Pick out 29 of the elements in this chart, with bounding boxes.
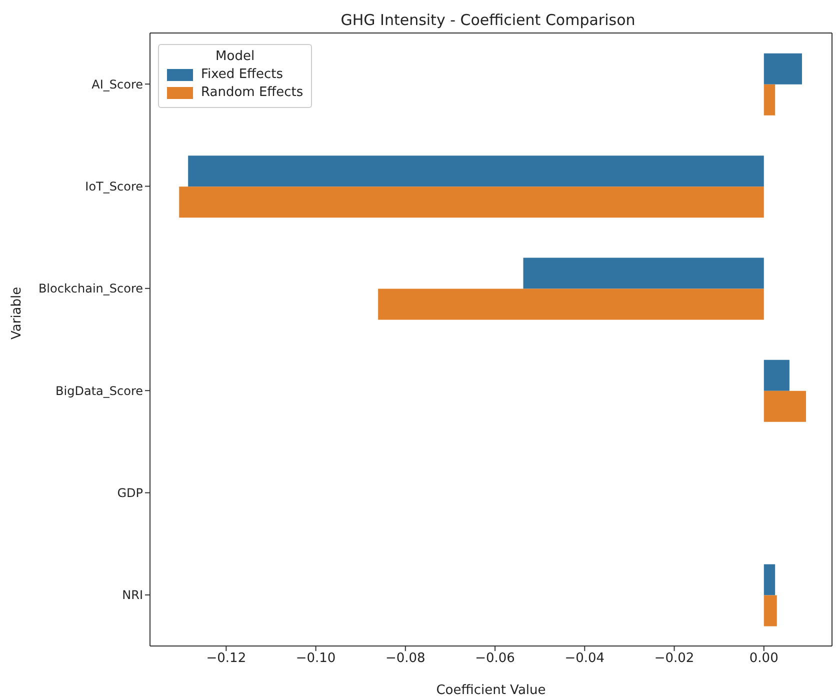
legend-title: Model	[214, 49, 256, 64]
x-tick-label: −0.10	[296, 651, 336, 666]
bar	[764, 84, 776, 116]
bar	[764, 564, 776, 596]
bar	[188, 156, 764, 187]
x-tick-label: −0.04	[564, 651, 605, 666]
legend-label: Random Effects	[201, 85, 304, 100]
bar	[523, 258, 764, 289]
x-tick-label: −0.06	[475, 651, 515, 666]
x-axis-title: Coefficient Value	[436, 683, 546, 697]
x-tick-label: −0.02	[654, 651, 694, 666]
chart-title: GHG Intensity - Coefficient Comparison	[340, 11, 636, 29]
y-tick-label: Blockchain_Score	[38, 282, 143, 296]
legend-label: Fixed Effects	[201, 67, 284, 82]
bar	[378, 288, 764, 320]
y-tick-label: NRI	[122, 588, 143, 602]
bar	[764, 595, 777, 626]
x-tick-label: 0.00	[749, 651, 778, 666]
bar	[764, 360, 790, 391]
bar	[179, 186, 764, 218]
bar	[764, 53, 802, 84]
y-tick-label: GDP	[117, 486, 143, 500]
y-tick-label: BigData_Score	[56, 384, 143, 398]
y-axis-title: Variable	[10, 286, 25, 340]
x-tick-label: −0.08	[385, 651, 426, 666]
bar	[764, 390, 806, 422]
x-tick-label: −0.12	[206, 651, 246, 666]
y-tick-label: IoT_Score	[85, 180, 143, 194]
y-tick-label: AI_Score	[92, 77, 143, 92]
